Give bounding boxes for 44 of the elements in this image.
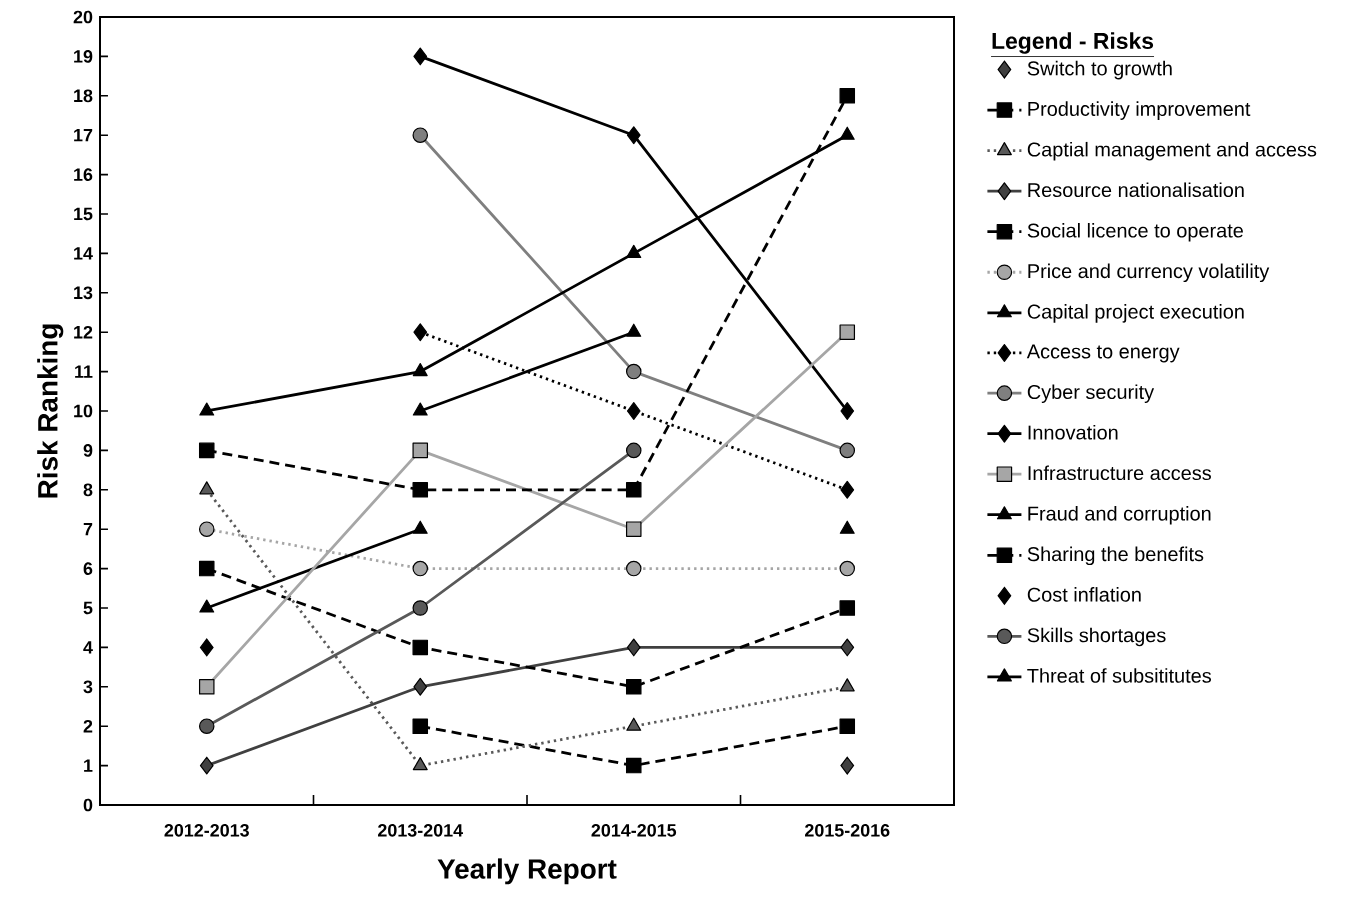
y-tick-label: 13 [74, 286, 93, 300]
x-tick-label: 2015-2016 [805, 823, 890, 837]
legend-label: Switch to growth [1027, 60, 1172, 80]
y-tick-label: 0 [83, 798, 93, 812]
y-tick-label: 20 [73, 10, 93, 24]
y-tick-label: 11 [75, 365, 93, 378]
legend-label: Productivity improvement [1028, 101, 1251, 120]
legend-label: Cost inflation [1027, 587, 1141, 602]
y-tick-label: 5 [83, 601, 93, 615]
legend-label: Price and currency volatility [1028, 263, 1270, 283]
legend-label: Social licence to operate [1027, 222, 1243, 242]
legend-label: Cyber security [1027, 384, 1155, 403]
legend-label: Fraud and corruption [1028, 506, 1211, 525]
legend-label: Sharing the benefits [1027, 546, 1204, 566]
x-axis-title: Yearly Report [437, 858, 617, 885]
y-tick-label: 4 [83, 641, 93, 654]
y-tick-label: 8 [83, 483, 93, 497]
y-axis-title: Risk Ranking [37, 324, 64, 498]
legend-label: Innovation [1028, 424, 1118, 440]
y-tick-label: 14 [74, 247, 93, 260]
legend-label: Infrastructure access [1028, 465, 1211, 481]
y-tick-label: 15 [74, 207, 93, 221]
legend-label: Skills shortages [1027, 627, 1166, 647]
legend-label: Captial management and access [1027, 141, 1317, 161]
y-tick-label: 18 [74, 89, 93, 103]
legend-label: Threat of subsititutes [1027, 668, 1212, 683]
x-tick-label: 2013-2014 [378, 823, 464, 837]
legend-label: Capital project execution [1027, 304, 1244, 323]
y-tick-label: 12 [74, 325, 93, 339]
x-tick-label: 2014-2015 [591, 823, 677, 837]
y-tick-label: 7 [83, 523, 93, 536]
x-tick-label: 2012-2013 [164, 823, 249, 837]
legend-label: Access to energy [1026, 344, 1180, 363]
y-tick-label: 1 [84, 759, 93, 772]
y-tick-label: 17 [74, 129, 93, 142]
legend-label: Resource nationalisation [1028, 182, 1244, 198]
y-tick-label: 10 [74, 404, 93, 418]
y-tick-label: 9 [83, 444, 93, 457]
y-tick-label: 16 [74, 168, 93, 181]
y-tick-label: 3 [83, 680, 93, 694]
y-tick-label: 6 [83, 562, 93, 575]
y-tick-label: 2 [83, 719, 93, 733]
legend-title: Legend - Risks [992, 32, 1154, 54]
y-tick-label: 19 [74, 50, 93, 63]
